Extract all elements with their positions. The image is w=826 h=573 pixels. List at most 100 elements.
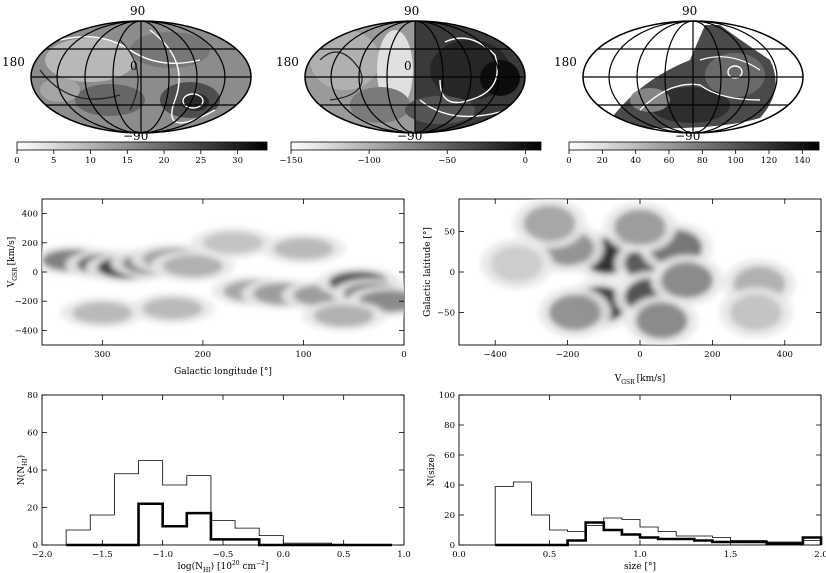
colorbar-tick-label: −100 xyxy=(357,156,380,166)
x-tick-label: 1.0 xyxy=(633,550,647,560)
y-tick-label: 80 xyxy=(444,421,455,431)
nhi-xlabel: log(NHI) [1020 cm−2] xyxy=(178,560,269,573)
x-tick-label: 200 xyxy=(195,350,211,360)
y-tick-label: 0 xyxy=(450,541,455,551)
colorbar-3 xyxy=(568,141,820,151)
y-tick-label: 60 xyxy=(27,429,38,439)
sky-map-1 xyxy=(30,20,252,134)
map2-west-label: 180 xyxy=(276,55,299,69)
y-tick-label: −200 xyxy=(15,297,38,307)
x-tick-label: 300 xyxy=(94,350,110,360)
density-blob xyxy=(635,302,688,339)
sky-map-1-field xyxy=(31,21,251,133)
lv-xlabel: Galactic longitude [°] xyxy=(174,367,272,377)
colorbar-tick-label: 30 xyxy=(232,156,243,166)
axes: 0 5 10 15 20 25 30 −150 −100 −50 0 0 20 40 60 80 100 120 1… xyxy=(14,150,826,560)
x-tick-label: 0 xyxy=(401,350,406,360)
colorbar-tick-label: 80 xyxy=(697,156,708,166)
y-tick-label: 20 xyxy=(444,511,455,521)
colorbar-tick-label: −50 xyxy=(438,156,456,166)
lv-density-map xyxy=(42,227,404,332)
nhi-ylabel: N(NHI) xyxy=(16,455,29,485)
map1-west-label: 180 xyxy=(2,55,25,69)
colorbar-tick-label: 40 xyxy=(630,156,641,166)
x-tick-label: −1.0 xyxy=(152,550,173,560)
nhi-hist-frame xyxy=(41,394,405,546)
y-tick-label: 400 xyxy=(22,210,38,220)
x-tick-label: 200 xyxy=(704,350,720,360)
colorbar-tick-label: 0 xyxy=(14,156,19,166)
colorbar-tick-label: 100 xyxy=(728,156,744,166)
y-tick-label: 0 xyxy=(33,541,38,551)
density-blob xyxy=(162,255,223,278)
size-ylabel: N(size) xyxy=(426,454,437,486)
map2-center-label: 0 xyxy=(404,59,412,73)
size-histogram xyxy=(494,481,823,547)
colorbar-tick-label: 140 xyxy=(794,156,810,166)
x-tick-label: 1.0 xyxy=(397,550,411,560)
sky-map-3 xyxy=(582,20,804,134)
size-xlabel: size [°] xyxy=(624,562,656,572)
x-tick-label: 0.5 xyxy=(543,550,557,560)
x-tick-label: 0.0 xyxy=(452,550,466,560)
y-tick-label: 100 xyxy=(439,391,455,401)
colorbar-tick-label: 5 xyxy=(51,156,56,166)
colorbar-tick-label: 25 xyxy=(195,156,206,166)
map-labels: 90 −90 180 0 90 −90 180 0 90 −90 180 xyxy=(2,4,700,143)
map2-south-label: −90 xyxy=(397,129,422,143)
histogram-thin-series xyxy=(65,460,392,546)
colorbar-tick-label: 0 xyxy=(523,156,528,166)
colorbar-2 xyxy=(290,141,542,151)
colorbar-tick-label: 20 xyxy=(597,156,608,166)
x-tick-label: 0 xyxy=(637,350,642,360)
colorbar-1 xyxy=(16,141,268,151)
colorbar-tick-label: −150 xyxy=(279,156,302,166)
y-tick-label: 50 xyxy=(444,227,455,237)
y-tick-label: 0 xyxy=(450,268,455,278)
density-blob xyxy=(614,209,666,246)
vb-ylabel: Galactic latitude [°] xyxy=(423,227,433,317)
map3-south-label: −90 xyxy=(675,129,700,143)
x-tick-label: 400 xyxy=(777,350,793,360)
colorbar-tick-label: 60 xyxy=(664,156,675,166)
colorbar-tick-label: 120 xyxy=(761,156,777,166)
map1-center-label: 0 xyxy=(130,59,138,73)
x-tick-label: −400 xyxy=(484,350,507,360)
histogram-thick-series xyxy=(66,502,392,547)
sky-map-1-outline xyxy=(30,20,252,134)
density-blob xyxy=(548,294,601,331)
map3-west-label: 180 xyxy=(554,55,577,69)
x-tick-label: 2.0 xyxy=(814,550,826,560)
density-blob xyxy=(490,245,543,282)
density-blob xyxy=(729,294,782,331)
colorbar-tick-label: 0 xyxy=(566,156,571,166)
y-tick-label: 60 xyxy=(444,451,455,461)
x-tick-label: −1.5 xyxy=(92,550,113,560)
y-tick-label: 40 xyxy=(27,466,38,476)
sky-map-3-outline xyxy=(582,20,804,134)
x-tick-label: −2.0 xyxy=(32,550,53,560)
y-tick-label: 20 xyxy=(27,504,38,514)
histogram-thick-series xyxy=(495,521,823,547)
x-tick-label: −0.5 xyxy=(213,550,234,560)
map1-north-label: 90 xyxy=(130,4,145,18)
map1-south-label: −90 xyxy=(123,129,148,143)
x-tick-label: 100 xyxy=(295,350,311,360)
y-tick-label: −50 xyxy=(437,309,455,319)
density-blob xyxy=(203,231,264,254)
vb-density-map xyxy=(480,199,796,345)
y-tick-label: 40 xyxy=(444,481,455,491)
y-tick-label: −400 xyxy=(15,326,38,336)
sky-map-3-field xyxy=(583,21,803,133)
y-tick-label: 0 xyxy=(33,268,38,278)
x-tick-label: 0.0 xyxy=(277,550,291,560)
lv-ylabel: VGSR[km/s] xyxy=(7,237,19,289)
sky-map-2 xyxy=(304,20,526,134)
map3-north-label: 90 xyxy=(682,4,697,18)
x-tick-label: 1.5 xyxy=(724,550,738,560)
map2-north-label: 90 xyxy=(404,4,419,18)
density-blob xyxy=(72,301,133,324)
colorbar-tick-label: 15 xyxy=(122,156,133,166)
x-tick-label: −200 xyxy=(556,350,579,360)
